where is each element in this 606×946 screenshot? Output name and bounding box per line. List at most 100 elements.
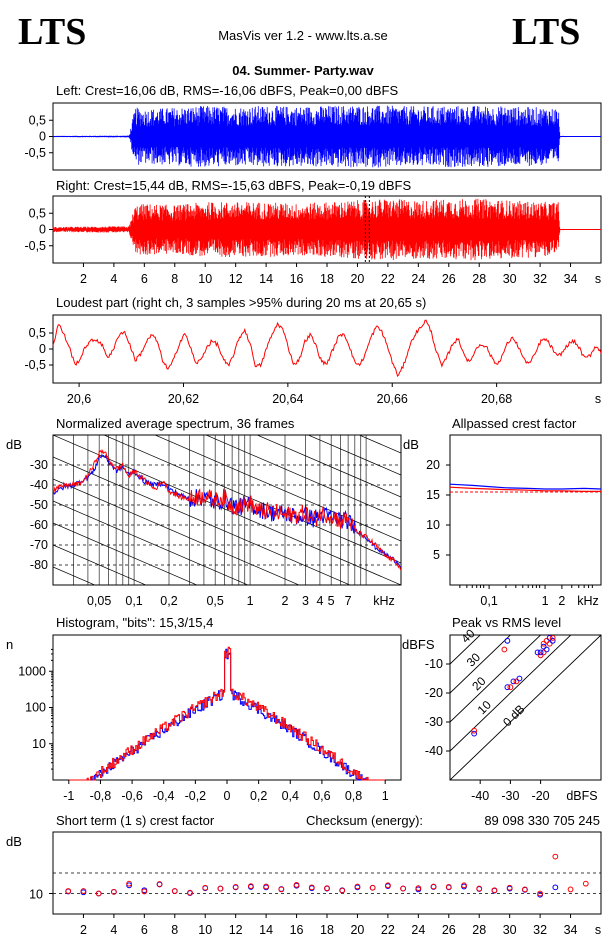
histogram-ytick-label: 100: [25, 701, 46, 715]
short-crest-xtick-label: 6: [141, 923, 148, 937]
spectrum-xtick-label: 2: [282, 594, 289, 608]
peak-rms-diagonal: [450, 635, 542, 723]
spectrum-ytick-label: -40: [30, 478, 48, 492]
right-waveform-xtick-label: 20: [350, 272, 364, 286]
spectrum-xtick-label: 0,5: [206, 594, 223, 608]
short-crest-xtick-label: 14: [259, 923, 273, 937]
spectrum-xtick-label: 4: [316, 594, 323, 608]
peak-rms-point: [543, 637, 550, 644]
peak-rms-ylabel: dBFS: [402, 637, 435, 652]
peak-rms-point: [549, 637, 556, 644]
histogram-ytick-label: 1000: [18, 664, 46, 678]
crest-right-line: [449, 486, 601, 492]
short-crest-xtick-label: 34: [564, 923, 578, 937]
spectrum-diagonal: [53, 478, 300, 585]
peak-rms-xtick-label: -40: [471, 789, 489, 803]
app-title: MasVis ver 1.2 - www.lts.a.se: [218, 28, 388, 43]
short-crest-right-point: [582, 880, 589, 887]
short-crest-xtick-label: 18: [320, 923, 334, 937]
right-waveform-xtick-label: 12: [229, 272, 243, 286]
crest-title: Allpassed crest factor: [452, 416, 577, 431]
short-crest-right-point: [80, 888, 87, 894]
right-waveform-xtick-label: 18: [320, 272, 334, 286]
short-term-crest-title: Short term (1 s) crest factor: [56, 813, 215, 828]
spectrum-diagonal: [53, 500, 249, 585]
peak-rms-xtick-label: -20: [532, 789, 550, 803]
spectrum-ytick-label: -50: [30, 498, 48, 512]
peak-rms-point: [540, 643, 547, 650]
crest-xtick-label: 2: [558, 594, 565, 608]
logo-right: LTS: [512, 11, 580, 53]
spectrum-xtick-label: 0,1: [125, 594, 142, 608]
right-waveform-xtick-label: 24: [411, 272, 425, 286]
spectrum-xtick-label: 0,05: [87, 594, 111, 608]
right-waveform-xtick-label: 30: [503, 272, 517, 286]
histogram-xtick-label: 0,6: [313, 789, 330, 803]
short-crest-right-point: [141, 888, 148, 895]
short-crest-right-point: [217, 885, 224, 892]
peak-rms-diagonal: [450, 635, 601, 780]
loudest-ytick-label: -0,5: [24, 358, 46, 372]
histogram-xtick-label: -1: [63, 789, 74, 803]
peak-rms-title: Peak vs RMS level: [452, 615, 561, 630]
right-waveform-xtick-label: 8: [171, 272, 178, 286]
short-crest-right-point: [567, 886, 574, 893]
spectrum-ytick-label: -60: [30, 518, 48, 532]
checksum-label: Checksum (energy):: [306, 813, 423, 828]
peak-rms-xlabel: dBFS: [566, 789, 597, 803]
short-crest-xtick-label: 22: [381, 923, 395, 937]
spectrum-xtick-label: 3: [302, 594, 309, 608]
peak-rms-diagonal: [450, 635, 512, 694]
short-crest-right-point: [415, 885, 422, 892]
spectrum-ylabel: dB: [6, 437, 22, 452]
spectrum-diagonal: [256, 435, 401, 498]
short-crest-xtick-label: 20: [350, 923, 364, 937]
peak-rms-point: [516, 675, 523, 682]
spectrum-diagonal: [53, 435, 401, 585]
right-waveform-ytick-label: 0,5: [29, 206, 46, 220]
short-crest-right-point: [384, 882, 391, 889]
spectrum-xunit: kHz: [373, 594, 395, 608]
peak-rms-ytick-label: -10: [425, 657, 443, 671]
left-waveform-ytick-label: -0,5: [24, 146, 46, 160]
peak-rms-ytick-label: -30: [425, 715, 443, 729]
loudest-xtick-label: 20,66: [377, 392, 408, 406]
right-waveform-xtick-label: 22: [381, 272, 395, 286]
loudest-xtick-label: 20,6: [67, 392, 91, 406]
short-crest-right-point: [324, 885, 330, 892]
crest-frame: [449, 434, 602, 586]
loudest-part-line: [52, 319, 602, 378]
short-crest-xtick-label: 28: [472, 923, 486, 937]
spectrum-title: Normalized average spectrum, 36 frames: [56, 416, 295, 431]
short-crest-right-point: [110, 888, 117, 895]
short-crest-xtick-label: 24: [411, 923, 425, 937]
crest-ytick-label: 10: [426, 518, 440, 532]
short-crest-xtick-label: 8: [171, 923, 178, 937]
right-waveform-xtick-label: 16: [290, 272, 304, 286]
peak-rms-point: [504, 637, 511, 644]
short-crest-frame: [52, 831, 602, 915]
short-crest-xtick-label: 2: [80, 923, 87, 937]
checksum-value: 89 098 330 705 245: [484, 813, 600, 828]
histogram-ylabel: n: [6, 637, 13, 652]
histogram-xtick-label: -0,2: [185, 789, 207, 803]
peak-rms-point: [543, 646, 550, 653]
spectrum-diagonal: [53, 522, 198, 585]
histogram-xtick-label: -0,4: [153, 789, 175, 803]
spectrum-diagonal: [103, 435, 401, 564]
loudest-xtick-label: 20,62: [168, 392, 199, 406]
peak-rms-point: [501, 646, 508, 653]
short-crest-right-point: [156, 881, 163, 887]
loudest-xtick-label: 20,64: [272, 392, 303, 406]
peak-rms-point: [540, 640, 547, 647]
right-waveform-ytick-label: 0: [39, 223, 46, 237]
short-crest-xunit: s: [595, 923, 601, 937]
loudest-xtick-label: 20,68: [481, 392, 512, 406]
short-crest-xtick-label: 12: [229, 923, 243, 937]
crest-xunit: kHz: [577, 594, 599, 608]
spectrum-xtick-label: 0,2: [160, 594, 177, 608]
short-crest-ytick-label: 10: [29, 888, 43, 902]
short-crest-right-point: [339, 887, 346, 894]
short-crest-right-point: [187, 889, 193, 896]
